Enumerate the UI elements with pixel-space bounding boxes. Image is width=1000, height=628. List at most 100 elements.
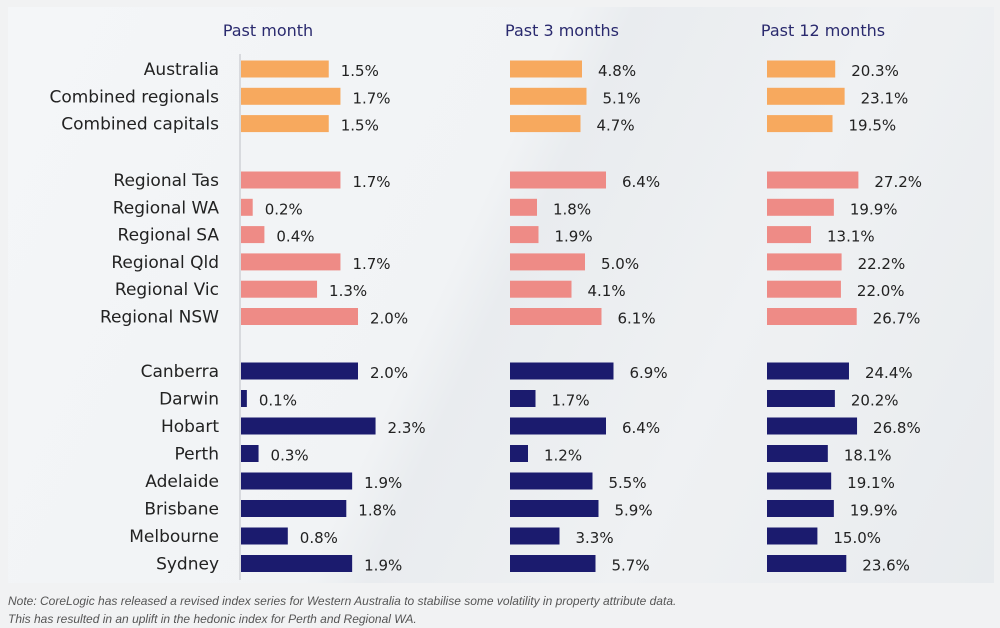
value-label-m12: 19.5%: [849, 117, 897, 135]
bar-m12: [767, 115, 833, 133]
bar-m3: [510, 555, 596, 572]
bar-m3: [510, 226, 539, 244]
bar-m1: [241, 115, 329, 133]
value-label-m12: 18.1%: [844, 447, 892, 465]
bar-m12: [767, 555, 847, 572]
value-label-m1: 1.7%: [352, 255, 390, 273]
value-label-m3: 5.0%: [601, 255, 639, 273]
bar-m3: [510, 198, 537, 216]
value-label-m3: 1.8%: [553, 200, 591, 218]
value-label-m12: 27.2%: [874, 173, 922, 191]
bar-m1: [241, 280, 318, 298]
bar-m3: [510, 527, 560, 545]
bar-m3: [510, 308, 602, 325]
bar-m1: [241, 500, 347, 517]
value-label-m3: 3.3%: [576, 529, 614, 547]
bar-m12: [767, 198, 834, 216]
value-label-m3: 6.1%: [618, 310, 656, 328]
row-label: Adelaide: [145, 472, 219, 492]
row-label: Sydney: [156, 555, 219, 575]
value-label-m12: 26.7%: [873, 310, 921, 328]
bar-m1: [241, 390, 247, 407]
value-label-m3: 4.1%: [588, 282, 626, 300]
value-label-m3: 6.9%: [630, 364, 668, 382]
column-title-m3: Past 3 months: [505, 21, 619, 40]
bar-m12: [767, 171, 859, 189]
value-label-m3: 1.2%: [544, 447, 582, 465]
bar-m1: [241, 527, 288, 545]
value-label-m12: 19.1%: [847, 474, 895, 492]
value-label-m3: 6.4%: [622, 419, 660, 437]
bar-m3: [510, 362, 614, 380]
footnote: Note: CoreLogic has released a revised i…: [8, 592, 988, 628]
bar-m1: [241, 226, 265, 244]
bar-m12: [767, 417, 858, 435]
value-label-m1: 1.3%: [329, 282, 367, 300]
value-label-m1: 1.5%: [341, 62, 379, 80]
value-label-m3: 5.9%: [615, 502, 653, 520]
bar-m12: [767, 362, 849, 380]
row-label: Australia: [144, 60, 219, 80]
bar-m3: [510, 390, 536, 407]
bar-m1: [241, 472, 353, 490]
row-label: Regional Qld: [111, 253, 219, 273]
value-label-m3: 1.9%: [555, 228, 593, 246]
value-label-m12: 15.0%: [833, 529, 881, 547]
value-label-m3: 1.7%: [552, 392, 590, 410]
value-label-m12: 24.4%: [865, 364, 913, 382]
bar-m1: [241, 87, 341, 105]
row-label: Combined regionals: [49, 87, 219, 107]
row-label: Canberra: [141, 362, 219, 382]
value-label-m1: 1.7%: [352, 89, 390, 107]
bar-m12: [767, 87, 845, 105]
value-label-m3: 4.8%: [598, 62, 636, 80]
footnote-line-2: This has resulted in an uplift in the he…: [8, 612, 417, 626]
bar-m3: [510, 417, 606, 435]
value-label-m1: 1.9%: [364, 557, 402, 575]
value-label-m1: 0.8%: [300, 529, 338, 547]
value-label-m3: 5.5%: [609, 474, 647, 492]
bar-m1: [241, 60, 329, 78]
bar-m3: [510, 87, 587, 105]
bar-m3: [510, 253, 585, 271]
row-label: Darwin: [159, 390, 219, 410]
bar-m1: [241, 555, 353, 572]
value-label-m1: 2.0%: [370, 364, 408, 382]
row-label: Regional NSW: [100, 308, 219, 328]
bar-m12: [767, 280, 841, 298]
bar-m3: [510, 280, 572, 298]
bar-m12: [767, 253, 842, 271]
bar-m3: [510, 445, 528, 462]
value-label-m1: 1.9%: [364, 474, 402, 492]
bar-m12: [767, 527, 818, 545]
row-label: Perth: [174, 445, 219, 465]
value-label-m3: 4.7%: [597, 117, 635, 135]
bar-m12: [767, 472, 832, 490]
value-label-m3: 6.4%: [622, 173, 660, 191]
bar-m12: [767, 60, 836, 78]
value-label-m12: 23.1%: [861, 89, 909, 107]
value-label-m1: 0.2%: [265, 200, 303, 218]
column-title-m12: Past 12 months: [761, 21, 885, 40]
value-label-m12: 20.2%: [851, 392, 899, 410]
value-label-m1: 0.4%: [276, 228, 314, 246]
row-label: Regional Vic: [115, 280, 219, 300]
value-label-m12: 23.6%: [862, 557, 910, 575]
value-label-m12: 20.3%: [851, 62, 899, 80]
bar-chart: Past month Past 3 months Past 12 months Aus…: [49, 21, 922, 580]
bar-m12: [767, 308, 857, 325]
value-label-m12: 26.8%: [873, 419, 921, 437]
bar-m1: [241, 171, 341, 189]
bar-m1: [241, 198, 253, 216]
row-label: Regional WA: [113, 198, 220, 218]
value-label-m12: 22.2%: [858, 255, 906, 273]
bar-m1: [241, 308, 358, 325]
value-label-m1: 2.3%: [388, 419, 426, 437]
bar-m1: [241, 417, 376, 435]
bar-m3: [510, 472, 593, 490]
bar-m3: [510, 60, 582, 78]
column-title-m1: Past month: [223, 21, 313, 40]
bar-m1: [241, 445, 259, 462]
bar-m12: [767, 445, 828, 462]
bar-m3: [510, 115, 581, 133]
